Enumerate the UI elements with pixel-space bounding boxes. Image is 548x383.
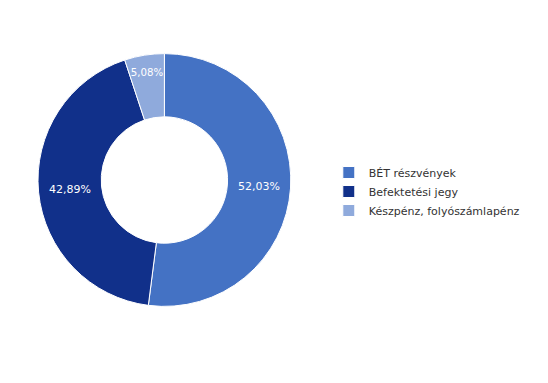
- svg-text:Befektetési jegy: Befektetési jegy: [369, 186, 459, 199]
- svg-text:42,89%: 42,89%: [49, 183, 91, 196]
- svg-text:5,08%: 5,08%: [131, 67, 164, 78]
- svg-text:BÉT részvények: BÉT részvények: [369, 167, 457, 180]
- svg-text:Készpénz, folyószámlapénz: Készpénz, folyószámlapénz: [369, 205, 520, 218]
- svg-text:52,03%: 52,03%: [238, 180, 280, 193]
